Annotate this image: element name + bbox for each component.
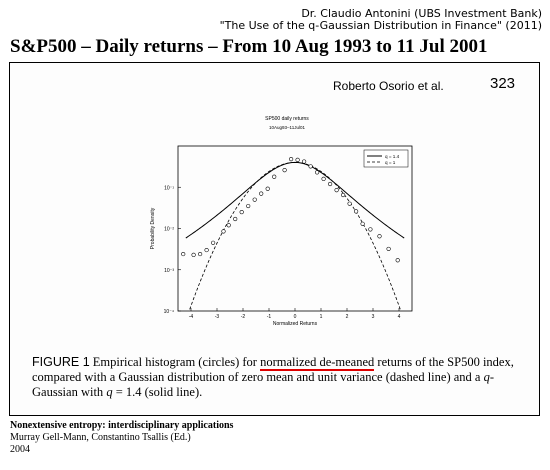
data-point [239, 209, 244, 215]
x-tick-label: -2 [241, 314, 246, 320]
scan-page-number: 323 [490, 75, 516, 92]
y-tick-label: 10⁻² [164, 227, 174, 233]
data-point [272, 174, 277, 179]
data-point [204, 247, 209, 253]
caption-q-symbol: q [483, 370, 490, 384]
y-tick-label: 10⁻³ [164, 268, 174, 274]
slide-title: S&P500 – Daily returns – From 10 Aug 199… [10, 36, 488, 57]
chart-subtitle: 10Aug93–11Jul01 [269, 125, 305, 130]
data-point [198, 251, 203, 257]
data-point [308, 164, 313, 169]
legend-label: q = 1.4 [385, 154, 400, 159]
plot-frame [177, 145, 413, 312]
attribution-author: Dr. Claudio Antonini (UBS Investment Ban… [301, 7, 542, 20]
data-point [395, 258, 400, 263]
data-point [226, 223, 231, 228]
x-tick-label: 1 [320, 314, 323, 320]
data-point [259, 191, 264, 196]
histogram-chart: SP500 daily returns 10Aug93–11Jul01 -4 -3… [150, 116, 413, 327]
data-point [246, 203, 251, 209]
data-point [282, 168, 287, 173]
data-point [252, 197, 257, 202]
data-point [377, 234, 382, 239]
scan-author: Roberto Osorio et al. [333, 79, 444, 93]
legend-label: q = 1 [385, 160, 396, 165]
caption-text-3: -Gaussian with [32, 370, 495, 399]
source-citation: Nonextensive entropy: interdisciplinary … [10, 420, 233, 456]
source-year: 2004 [10, 444, 30, 455]
x-tick-label: 2 [346, 314, 349, 320]
data-point [328, 181, 333, 187]
data-point [341, 192, 346, 198]
data-point [233, 216, 238, 222]
series-line-q-1 [189, 162, 401, 310]
x-tick-label: 3 [372, 314, 375, 320]
data-point [181, 251, 186, 257]
data-point [315, 170, 320, 175]
caption-q-symbol-2: q [106, 385, 113, 399]
series-line-q-1-4 [185, 161, 405, 239]
figure-caption: FIGURE 1 Empirical histogram (circles) f… [32, 355, 532, 400]
data-point [302, 159, 307, 164]
x-tick-label: -1 [267, 314, 272, 320]
y-tick-label: 10⁻¹ [164, 185, 174, 191]
scanned-page: Roberto Osorio et al. 323 SP500 daily re… [9, 62, 540, 416]
data-point [360, 221, 365, 226]
data-point [386, 246, 391, 252]
source-title: Nonextensive entropy: interdisciplinary … [10, 420, 234, 431]
caption-text-2: returns of the SP500 index, compared wit… [32, 355, 514, 384]
data-point [221, 229, 226, 234]
data-point [289, 157, 294, 162]
x-tick-label: 0 [294, 314, 297, 320]
attribution: Dr. Claudio Antonini (UBS Investment Ban… [220, 8, 542, 32]
data-point [368, 227, 373, 232]
data-point [334, 188, 339, 193]
data-point [191, 252, 196, 257]
data-point [265, 186, 270, 191]
source-editors: Murray Gell-Mann, Constantino Tsallis (E… [10, 432, 191, 443]
data-point [321, 176, 326, 181]
legend-box [363, 149, 409, 168]
data-point [295, 157, 300, 163]
x-tick-label: -3 [215, 314, 220, 320]
chart-legend: q = 1.4q = 1 [363, 149, 409, 168]
caption-text-1: Empirical histogram (circles) for [89, 355, 261, 369]
x-tick-label: 4 [398, 314, 401, 320]
attribution-reference: "The Use of the q-Gaussian Distribution … [219, 19, 542, 32]
data-point [211, 240, 216, 245]
caption-label: FIGURE 1 [32, 355, 90, 369]
chart-title: SP500 daily returns [265, 116, 309, 122]
caption-text-4: = 1.4 (solid line). [112, 385, 203, 399]
x-axis-label: Normalized Returns [273, 321, 318, 327]
x-tick-label: -4 [189, 314, 194, 320]
y-axis-label: Probability Density [150, 207, 156, 249]
caption-highlight: normalized de-meaned [260, 355, 375, 371]
data-point [347, 201, 352, 206]
y-tick-label: 10⁻⁴ [164, 309, 174, 315]
data-point [354, 209, 359, 214]
